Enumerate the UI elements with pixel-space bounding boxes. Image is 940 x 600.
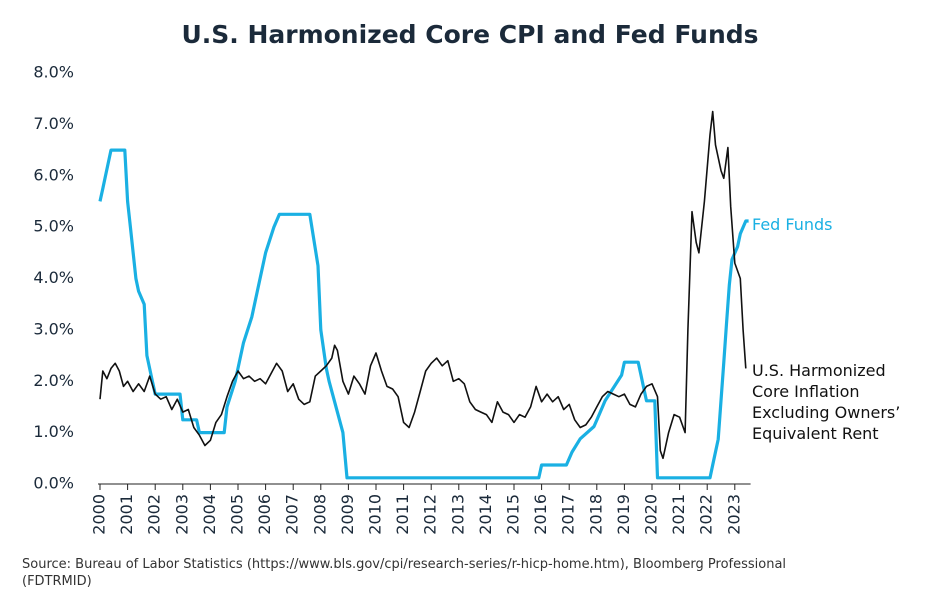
x-tick-label: 2012: [421, 494, 440, 535]
x-tick-label: 2003: [172, 494, 191, 535]
x-tick-label: 2016: [531, 494, 550, 535]
x-tick-label: 2006: [255, 494, 274, 535]
y-tick-label: 0.0%: [33, 474, 74, 493]
y-tick-label: 5.0%: [33, 217, 74, 236]
x-tick-label: 2023: [724, 494, 743, 535]
source-note: Source: Bureau of Labor Statistics (http…: [22, 557, 787, 589]
x-tick-label: 2008: [310, 494, 329, 535]
x-tick-label: 2015: [504, 494, 523, 535]
y-tick-label: 7.0%: [33, 114, 74, 133]
series-line: [98, 148, 749, 480]
x-tick-label: 2011: [393, 494, 412, 535]
y-tick-label: 8.0%: [33, 63, 74, 82]
chart-title: U.S. Harmonized Core CPI and Fed Funds: [181, 20, 758, 49]
x-tick-label: 2004: [200, 494, 219, 535]
x-tick-label: 2013: [448, 494, 467, 535]
x-tick-label: 2001: [117, 494, 136, 535]
y-tick-label: 2.0%: [33, 371, 74, 390]
x-tick-label: 2007: [283, 494, 302, 535]
y-tick-label: 1.0%: [33, 422, 74, 441]
x-tick-label: 2000: [90, 494, 109, 535]
y-tick-label: 4.0%: [33, 268, 74, 287]
x-tick-label: 2017: [559, 494, 578, 535]
series-line: [99, 110, 747, 460]
x-tick-label: 2022: [697, 494, 716, 535]
y-tick-label: 3.0%: [33, 319, 74, 338]
series-label: Fed Funds: [752, 215, 833, 234]
series-label: U.S. Harmonized Core Inflation Excluding…: [752, 361, 901, 443]
x-tick-label: 2014: [476, 494, 495, 535]
x-tick-label: 2021: [669, 494, 688, 535]
x-tick-label: 2019: [614, 494, 633, 535]
y-tick-label: 6.0%: [33, 165, 74, 184]
x-tick-label: 2005: [228, 494, 247, 535]
x-tick-label: 2020: [642, 494, 661, 535]
x-tick-label: 2002: [145, 494, 164, 535]
x-tick-label: 2018: [586, 494, 605, 535]
x-tick-label: 2009: [338, 494, 357, 535]
x-tick-label: 2010: [366, 494, 385, 535]
